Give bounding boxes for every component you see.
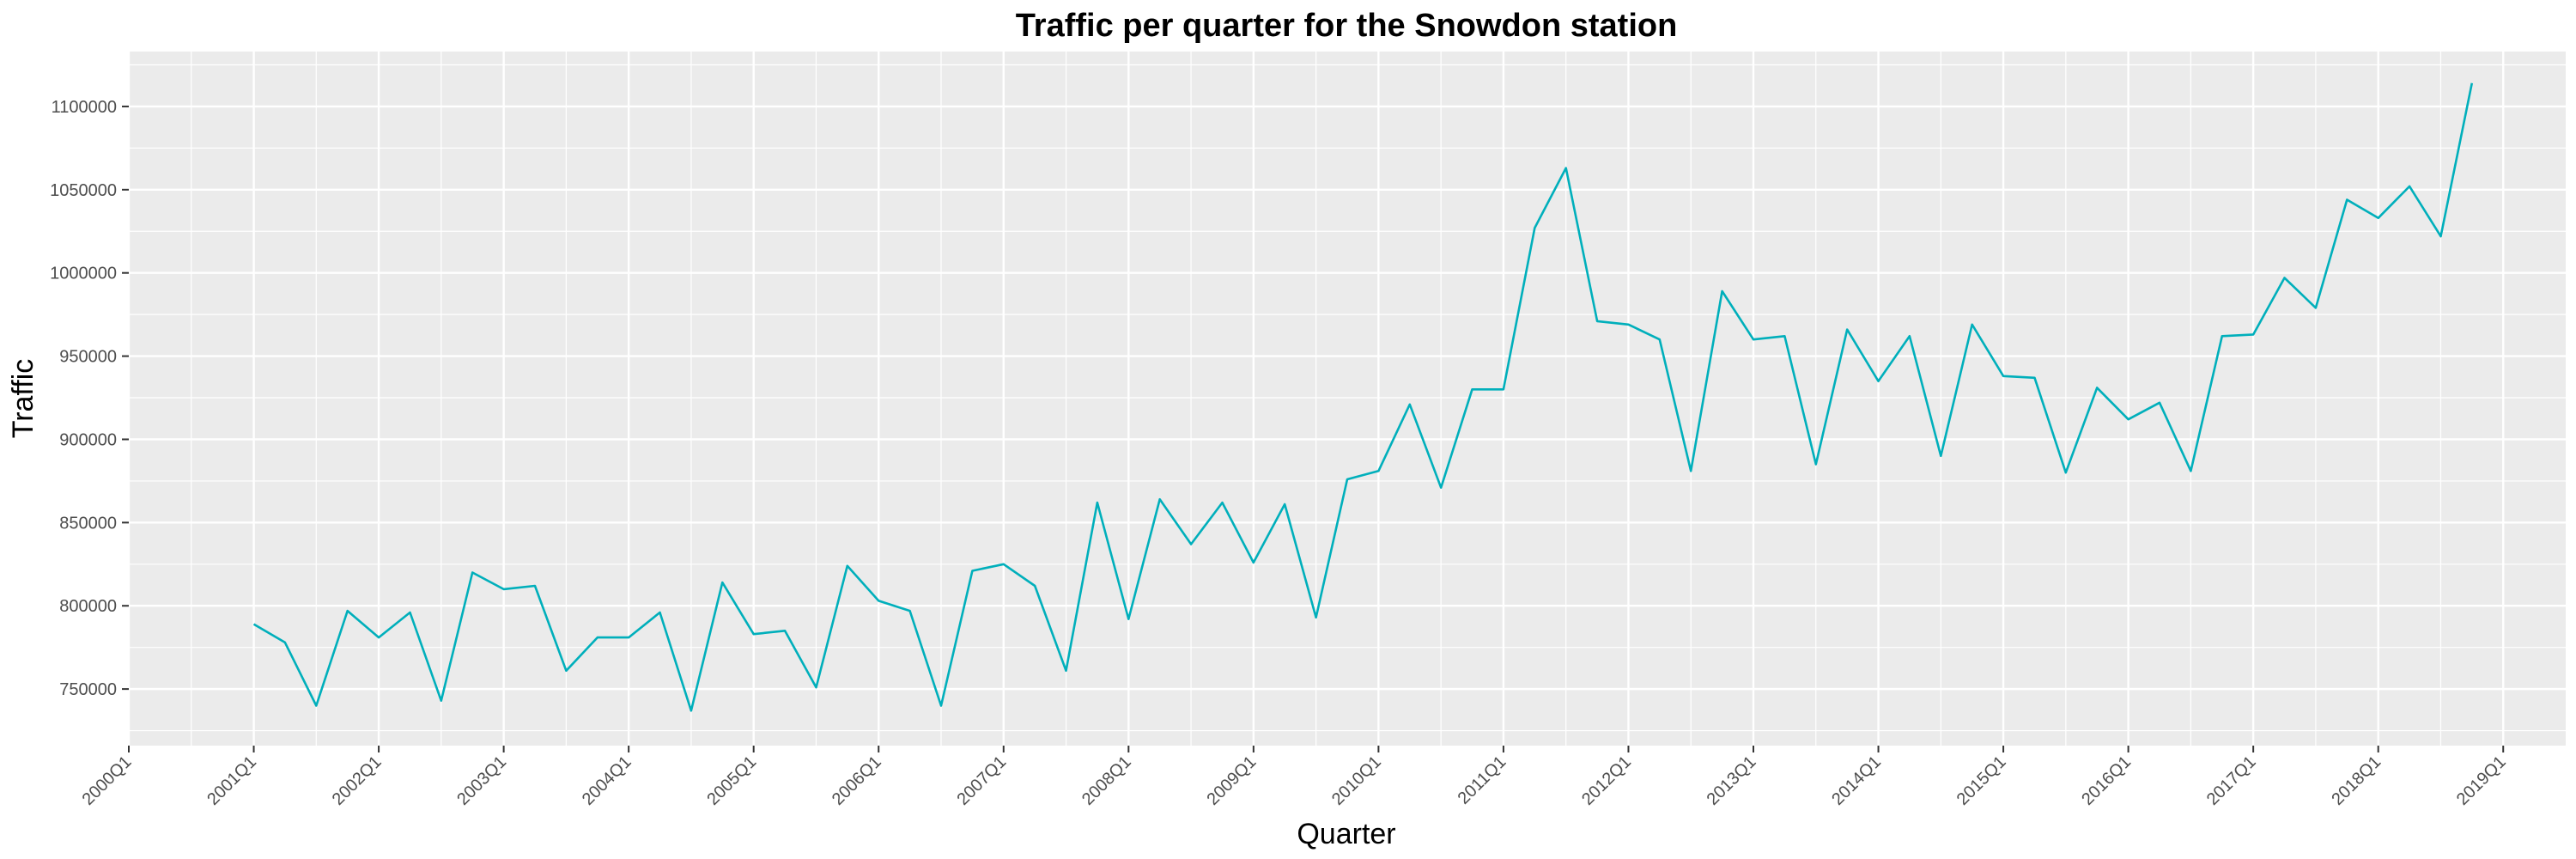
x-tick-label: 2003Q1 — [453, 752, 510, 809]
x-axis-title: Quarter — [1297, 818, 1395, 850]
y-tick-label: 800000 — [59, 597, 117, 616]
x-tick-label: 2011Q1 — [1455, 752, 1510, 808]
x-tick-label: 2018Q1 — [2328, 752, 2385, 809]
plot-panel — [129, 52, 2566, 746]
chart-title: Traffic per quarter for the Snowdon stat… — [1016, 8, 1678, 44]
x-tick-label: 2001Q1 — [204, 752, 260, 809]
x-tick-label: 2012Q1 — [1578, 752, 1635, 809]
y-tick-label: 1000000 — [50, 265, 117, 283]
series-line — [252, 82, 2474, 712]
major-gridlines — [127, 52, 2566, 746]
x-tick-label: 2004Q1 — [579, 752, 635, 809]
x-tick-label: 2000Q1 — [79, 752, 136, 809]
x-tick-label: 2019Q1 — [2453, 752, 2510, 809]
y-axis-title: Traffic — [7, 359, 39, 439]
x-tick-label: 2002Q1 — [329, 752, 386, 809]
y-axis: 750000 800000 850000 900000 950000 1000000 105… — [50, 98, 129, 699]
x-tick-label: 2005Q1 — [703, 752, 760, 809]
minor-gridlines — [129, 52, 2566, 746]
x-tick-label: 2009Q1 — [1203, 752, 1260, 809]
x-tick-label: 2007Q1 — [953, 752, 1010, 809]
x-tick-label: 2016Q1 — [2078, 752, 2135, 809]
series-layer — [252, 82, 2474, 712]
x-tick-label: 2017Q1 — [2203, 752, 2260, 809]
x-tick-label: 2010Q1 — [1328, 752, 1385, 809]
x-tick-label: 2013Q1 — [1704, 752, 1760, 809]
y-tick-label: 950000 — [59, 348, 117, 367]
y-tick-label: 750000 — [59, 680, 117, 699]
x-tick-label: 2014Q1 — [1828, 752, 1885, 809]
x-axis: 2000Q1 2001Q1 2002Q1 2003Q1 2004Q1 2005Q1 2006… — [79, 746, 2510, 809]
y-tick-label: 850000 — [59, 514, 117, 533]
y-tick-label: 1050000 — [50, 181, 117, 200]
y-tick-label: 1100000 — [52, 98, 117, 117]
y-tick-label: 900000 — [59, 430, 117, 449]
x-tick-label: 2015Q1 — [1953, 752, 2010, 809]
x-tick-label: 2008Q1 — [1078, 752, 1135, 809]
x-tick-label: 2006Q1 — [829, 752, 885, 809]
